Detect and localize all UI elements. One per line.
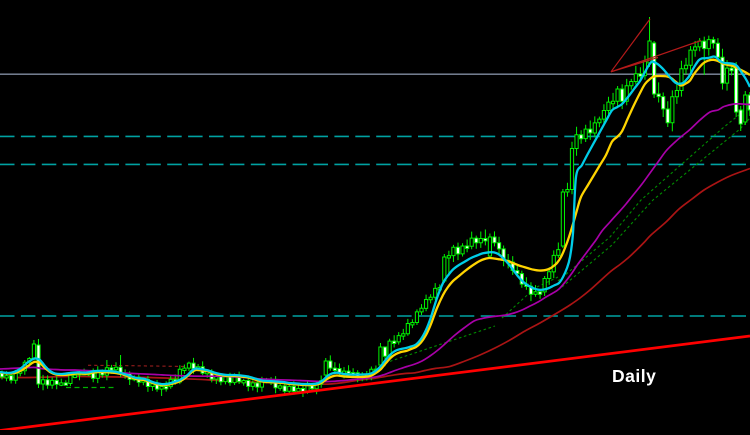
svg-text:Daily: Daily	[612, 366, 656, 386]
